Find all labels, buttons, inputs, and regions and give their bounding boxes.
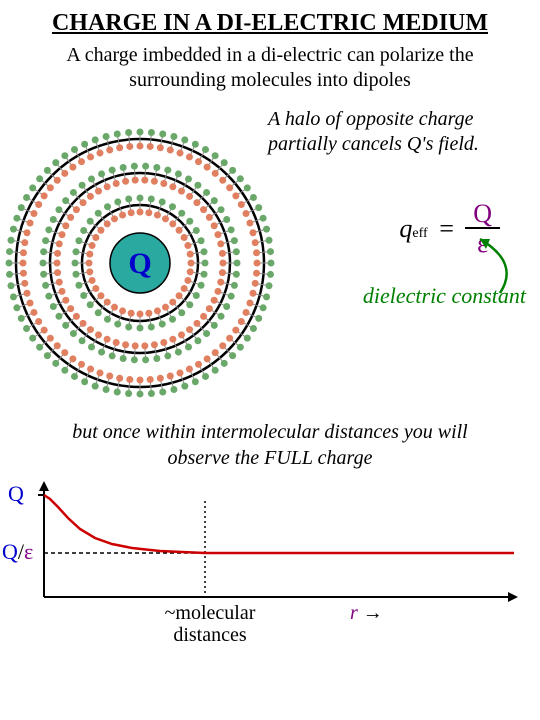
page-title: CHARGE IN A DI-ELECTRIC MEDIUM	[0, 0, 540, 37]
dielectric-constant-label: dielectric constant	[363, 283, 526, 309]
intermolecular-note: but once within intermolecular distances…	[0, 419, 540, 471]
halo-caption: A halo of opposite charge partially canc…	[268, 107, 528, 157]
y-axis-Qeps-label: Q/ε	[2, 539, 33, 565]
formula-numerator: Q	[473, 199, 492, 228]
charge-vs-distance-graph: Q Q/ε ~molecular distances r →	[0, 477, 540, 647]
y-axis-Q-label: Q	[8, 481, 24, 507]
molecular-distances-label: ~molecular distances	[140, 602, 280, 646]
dielectric-diagram: Q A halo of opposite charge partially ca…	[0, 93, 540, 413]
svg-text:Q: Q	[128, 247, 151, 280]
formula-sub: eff	[412, 226, 427, 242]
r-axis-label: r →	[350, 602, 383, 625]
halo-diagram-svg: Q	[0, 93, 300, 413]
subtitle: A charge imbedded in a di-electric can p…	[0, 37, 540, 93]
formula-q: q	[399, 214, 412, 244]
